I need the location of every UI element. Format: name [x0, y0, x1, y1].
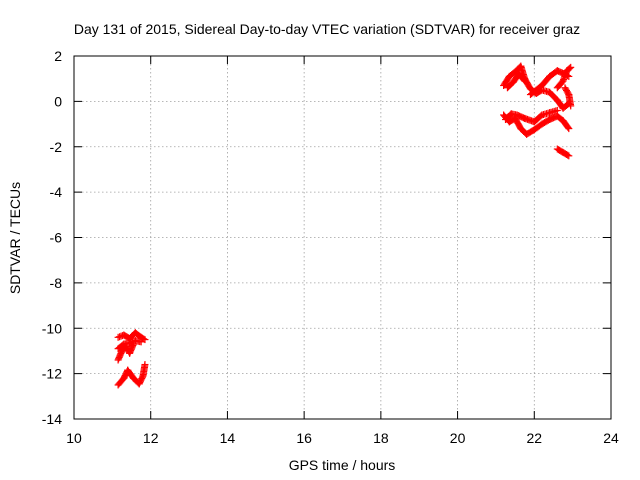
- grid-lines: [74, 56, 611, 419]
- x-tick-label: 14: [220, 430, 236, 446]
- chart-title: Day 131 of 2015, Sidereal Day-to-day VTE…: [74, 21, 580, 37]
- y-tick-label: -12: [42, 366, 62, 382]
- data-point: [137, 338, 145, 346]
- x-tick-label: 20: [450, 430, 466, 446]
- y-tick-label: -2: [50, 139, 63, 155]
- data-point: [141, 361, 149, 369]
- data-point: [565, 125, 573, 133]
- data-point: [564, 151, 572, 159]
- data-point: [521, 77, 529, 85]
- axis-ticks: 10 12 14 16 18 20 22 24 -14 -12 -10 -8 -6 -4 -2 0 2: [42, 48, 619, 446]
- y-tick-label: -8: [50, 275, 63, 291]
- y-tick-label: 0: [54, 93, 62, 109]
- data-point: [129, 340, 137, 348]
- data-point: [567, 102, 575, 110]
- y-tick-label: 2: [54, 48, 62, 64]
- x-tick-label: 12: [143, 430, 159, 446]
- data-point: [567, 63, 575, 71]
- y-tick-label: -6: [50, 230, 63, 246]
- y-axis-label: SDTVAR / TECUs: [7, 182, 23, 294]
- x-tick-label: 24: [603, 430, 619, 446]
- y-tick-label: -10: [42, 320, 62, 336]
- data-point: [566, 64, 574, 72]
- x-tick-label: 16: [296, 430, 312, 446]
- data-point: [520, 76, 528, 84]
- data-point: [565, 152, 573, 160]
- x-tick-label: 18: [373, 430, 389, 446]
- x-axis-label: GPS time / hours: [289, 457, 396, 473]
- data-points: [114, 62, 575, 389]
- x-tick-label: 22: [526, 430, 542, 446]
- x-tick-label: 10: [66, 430, 82, 446]
- data-point: [141, 336, 149, 344]
- data-point: [553, 106, 561, 114]
- y-tick-label: -4: [50, 184, 63, 200]
- data-point: [564, 123, 572, 131]
- y-tick-label: -14: [42, 411, 62, 427]
